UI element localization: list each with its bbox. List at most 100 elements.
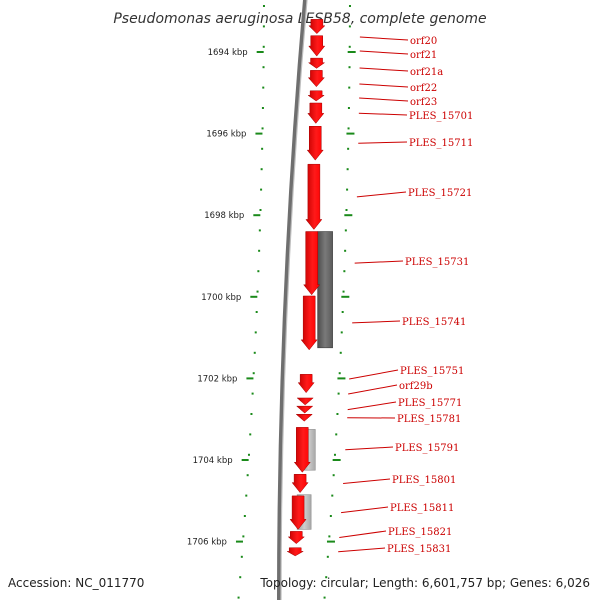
gene-label-leader xyxy=(354,260,404,264)
gene-label[interactable]: PLES_15821 xyxy=(388,527,452,538)
scale-dot xyxy=(336,413,339,415)
gene-label[interactable]: orf29b xyxy=(399,381,433,392)
gene-arrow[interactable] xyxy=(297,374,315,394)
gene-label[interactable]: orf21a xyxy=(410,67,443,78)
scale-dot xyxy=(328,535,331,538)
gene-arrow[interactable] xyxy=(308,19,326,34)
scale-dot xyxy=(342,290,345,293)
scale-dot xyxy=(254,331,257,334)
gene-label[interactable]: PLES_15771 xyxy=(398,398,462,409)
gene-label-leader xyxy=(343,478,391,484)
gene-arrow[interactable] xyxy=(308,35,326,57)
gene-label-leader xyxy=(358,112,408,116)
gene-label[interactable]: PLES_15791 xyxy=(395,443,459,454)
gene-label-leader xyxy=(352,320,401,324)
gene-arrow[interactable] xyxy=(295,414,313,422)
scale-dot xyxy=(344,229,347,232)
gene-arrow[interactable] xyxy=(307,102,325,124)
scale-tick-right xyxy=(346,132,355,135)
accession-text: Accession: NC_011770 xyxy=(8,576,144,590)
scale-dot xyxy=(251,392,254,395)
gene-label[interactable]: orf20 xyxy=(410,36,437,47)
scale-tick-right xyxy=(347,51,356,53)
gene-arrow[interactable] xyxy=(287,531,305,544)
gene-label[interactable]: PLES_15701 xyxy=(409,111,473,122)
scale-tick xyxy=(253,214,261,217)
gene-label[interactable]: PLES_15811 xyxy=(390,503,454,514)
map-title: Pseudomonas aeruginosa LESB58, complete … xyxy=(113,11,486,27)
scale-dot xyxy=(250,413,253,415)
gene-label[interactable]: PLES_15731 xyxy=(405,257,469,268)
gene-label[interactable]: orf21 xyxy=(410,50,437,61)
scale-tick xyxy=(250,295,258,298)
scale-dot xyxy=(259,209,262,211)
scale-dot xyxy=(255,311,258,313)
scale-dot xyxy=(239,576,242,579)
genome-summary-text: Topology: circular; Length: 6,601,757 bp… xyxy=(259,576,590,590)
scale-tick-label: 1700 kbp xyxy=(201,293,241,303)
scale-dot xyxy=(335,433,338,436)
scale-dot xyxy=(258,249,261,252)
gene-label-leader xyxy=(359,97,409,102)
gene-arrow[interactable] xyxy=(291,474,309,494)
gene-arrow[interactable] xyxy=(307,70,325,88)
gene-arrow[interactable] xyxy=(296,397,314,406)
scale-dot xyxy=(256,290,259,293)
gene-arrow[interactable] xyxy=(307,57,326,69)
scale-dot xyxy=(347,147,350,150)
gene-label-leader xyxy=(339,530,387,539)
gene-label-leader xyxy=(348,384,398,395)
gene-label-leader xyxy=(359,50,409,55)
gene-arrow[interactable] xyxy=(286,547,305,557)
scale-tick-label: 1696 kbp xyxy=(206,130,246,140)
scale-tick-right xyxy=(326,540,335,543)
scale-dot xyxy=(339,351,342,354)
scale-dot xyxy=(326,555,329,558)
gene-label[interactable]: PLES_15711 xyxy=(409,138,473,149)
scale-tick-label: 1704 kbp xyxy=(193,456,233,466)
gene-label-leader xyxy=(349,369,399,380)
scale-dot xyxy=(249,433,252,436)
scale-dot xyxy=(260,188,263,191)
scale-tick xyxy=(255,132,263,135)
gene-arrow[interactable] xyxy=(300,295,318,351)
gene-label[interactable]: PLES_15801 xyxy=(392,475,456,486)
scale-dot xyxy=(237,596,240,599)
chromosome-backbone-highlight xyxy=(280,0,308,600)
gene-label-leader xyxy=(358,141,408,144)
gene-arrow[interactable] xyxy=(305,163,323,230)
gene-labels: orf20 orf21 orf21a orf22 orf23 PLES_15701 PLES… xyxy=(338,36,473,555)
scale-dot xyxy=(348,45,351,48)
gene-label[interactable]: PLES_15741 xyxy=(402,317,466,328)
gene-label-leader xyxy=(359,83,409,88)
gene-label[interactable]: PLES_15751 xyxy=(400,366,464,377)
scale-dot xyxy=(347,107,350,109)
gene-arrow[interactable] xyxy=(289,495,307,530)
scale-dot xyxy=(242,535,245,538)
scale-dot xyxy=(343,270,346,273)
scale-tick-right xyxy=(344,214,353,217)
gene-label[interactable]: PLES_15781 xyxy=(397,414,461,425)
scale-tick xyxy=(246,377,254,380)
scale-dot xyxy=(329,515,332,517)
gene-arrow[interactable] xyxy=(296,405,314,414)
scale-dot xyxy=(337,392,340,395)
gene-label[interactable]: orf22 xyxy=(410,83,437,94)
gene-label[interactable]: PLES_15831 xyxy=(387,544,451,555)
gene-arrow[interactable] xyxy=(307,90,325,102)
scale-tick-label: 1706 kbp xyxy=(187,538,227,548)
scale-dot xyxy=(341,311,344,313)
scale-dot xyxy=(323,596,326,599)
scale-dot xyxy=(332,474,335,477)
gene-arrow[interactable] xyxy=(303,231,321,296)
scale-tick-label: 1702 kbp xyxy=(197,374,237,384)
scale-tick xyxy=(235,540,243,543)
scale-tick xyxy=(256,51,264,53)
scale-tick-label: 1698 kbp xyxy=(204,211,244,221)
gene-arrow[interactable] xyxy=(306,126,324,161)
gene-label[interactable]: orf23 xyxy=(410,97,437,108)
gene-label[interactable]: PLES_15721 xyxy=(408,188,472,199)
scale-dot xyxy=(261,147,264,150)
gene-arrow[interactable] xyxy=(293,427,311,473)
